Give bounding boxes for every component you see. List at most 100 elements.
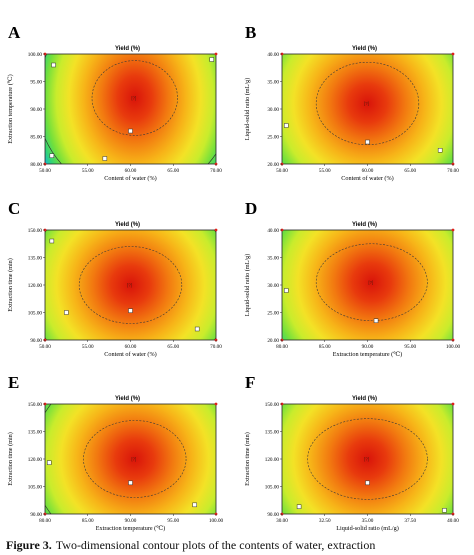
design-point [51, 62, 56, 68]
chart-title: Yield (%) [352, 46, 377, 52]
panel-letter: D [245, 199, 257, 218]
design-point [49, 238, 55, 244]
y-tick-label: 120.00 [28, 457, 43, 463]
y-axis-label: Extraction temperature (℃) [7, 74, 14, 143]
y-tick-label: 30.00 [267, 107, 279, 113]
y-tick-label: 20.00 [267, 162, 279, 168]
x-tick-label: 55.00 [82, 344, 94, 350]
panel-c: C Yield (%) [?] 50.00 55.00 60.00 65.00 70.00 90… [7, 199, 222, 358]
x-tick-label: 70.00 [210, 344, 222, 350]
response-surface [45, 404, 216, 514]
x-tick-label: 50.00 [39, 168, 51, 174]
design-point [365, 480, 370, 486]
center-label: [?] [131, 457, 136, 462]
y-tick-label: 95.00 [30, 79, 42, 85]
x-tick-label: 95.00 [404, 344, 416, 350]
x-tick-label: 50.00 [39, 344, 51, 350]
contour-line-inner [307, 418, 428, 500]
design-point [192, 502, 197, 508]
x-tick-label: 30.00 [276, 518, 288, 524]
plot-area [282, 404, 453, 514]
corner-marker [451, 402, 455, 406]
x-tick-label: 70.00 [210, 168, 222, 174]
y-tick-label: 90.00 [30, 512, 42, 518]
contour-line-inner [315, 61, 420, 146]
y-tick-label: 35.00 [267, 255, 279, 261]
design-point [128, 480, 133, 486]
y-tick-label: 100.00 [28, 52, 43, 58]
y-axis-label: Extraction time (min) [244, 432, 251, 486]
y-tick-label: 90.00 [30, 338, 42, 344]
x-axis-label: Liquid-solid ratio (mL/g) [336, 525, 399, 532]
figure-caption: Figure 3. Two-dimensional contour plots o… [6, 538, 468, 554]
design-point [284, 288, 289, 293]
chart-title: Yield (%) [352, 222, 377, 228]
y-axis-label: Extraction time (min) [7, 258, 14, 312]
x-tick-label: 85.00 [319, 344, 331, 350]
center-label: [?] [368, 280, 373, 285]
chart-title: Yield (%) [115, 222, 140, 228]
x-tick-label: 35.00 [362, 518, 374, 524]
x-tick-label: 65.00 [167, 344, 179, 350]
x-tick-label: 40.00 [447, 518, 459, 524]
center-label: [?] [131, 96, 136, 101]
contour-line-inner [315, 243, 428, 322]
design-point [194, 326, 200, 332]
x-tick-label: 32.50 [319, 518, 331, 524]
panel-d: D Yield (%) [?] 80.00 85.00 90.00 95.00 100.00 2… [244, 199, 461, 358]
design-point [64, 310, 69, 315]
panel-letter: F [245, 373, 255, 392]
plot-area [45, 54, 216, 164]
chart-title: Yield (%) [115, 396, 140, 402]
design-point [49, 153, 55, 158]
y-tick-label: 85.00 [30, 134, 42, 140]
y-tick-label: 20.00 [267, 338, 279, 344]
response-surface [45, 230, 216, 340]
x-tick-label: 95.00 [167, 518, 179, 524]
y-tick-label: 40.00 [267, 52, 279, 58]
x-tick-label: 100.00 [446, 344, 461, 350]
x-tick-label: 60.00 [125, 168, 137, 174]
y-tick-label: 150.00 [28, 228, 43, 234]
panel-letter: C [8, 199, 20, 218]
chart-title: Yield (%) [115, 46, 140, 52]
panel-letter: A [8, 23, 21, 42]
y-tick-label: 150.00 [265, 402, 280, 408]
y-tick-label: 135.00 [28, 255, 43, 261]
x-tick-label: 65.00 [167, 168, 179, 174]
x-tick-label: 65.00 [404, 168, 416, 174]
response-surface [45, 54, 216, 164]
panel-f: F Yield (%) [?] 30.00 32.50 35.00 37.50 40.00 90… [244, 373, 459, 532]
y-tick-label: 120.00 [28, 283, 43, 289]
contour-line-inner [83, 420, 187, 498]
x-tick-label: 50.00 [276, 168, 288, 174]
y-tick-label: 105.00 [28, 310, 43, 316]
x-axis-label: Content of water (%) [104, 175, 156, 182]
y-tick-label: 25.00 [267, 310, 279, 316]
contour-line-inner [91, 60, 178, 136]
design-point [365, 139, 370, 145]
corner-marker [214, 228, 218, 232]
panel-e: E Yield (%) [?] 80.00 85.00 90.00 95.00 100.00 9… [7, 373, 224, 532]
x-tick-label: 100.00 [209, 518, 224, 524]
y-tick-label: 90.00 [30, 107, 42, 113]
plot-area [282, 54, 453, 164]
x-tick-label: 80.00 [276, 344, 288, 350]
chart-title: Yield (%) [352, 396, 377, 402]
design-point [128, 308, 133, 313]
center-label: [?] [364, 101, 369, 106]
plot-area [45, 404, 216, 514]
y-axis-label: Liquid-solid ratio (mL/g) [244, 254, 251, 317]
design-point [373, 318, 379, 323]
panel-letter: E [8, 373, 19, 392]
y-tick-label: 135.00 [265, 429, 280, 435]
x-tick-label: 55.00 [319, 168, 331, 174]
x-tick-label: 90.00 [362, 344, 374, 350]
y-tick-label: 35.00 [267, 79, 279, 85]
y-axis-label: Extraction time (min) [7, 432, 14, 486]
plot-area [282, 230, 453, 340]
y-tick-label: 30.00 [267, 283, 279, 289]
corner-marker [451, 52, 455, 56]
response-surface [282, 230, 453, 340]
